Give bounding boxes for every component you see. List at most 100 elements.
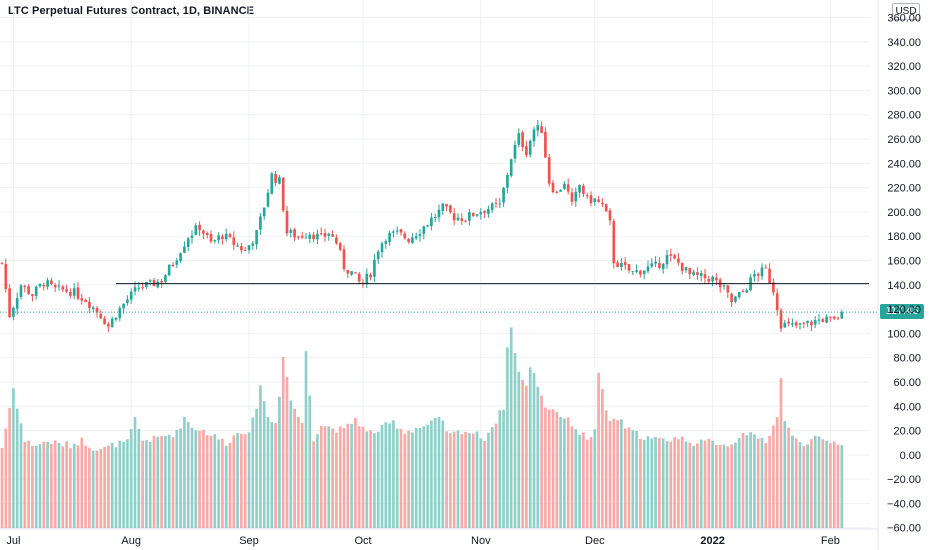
candle-body	[753, 274, 756, 277]
volume-bar	[426, 424, 429, 528]
volume-bar	[509, 327, 513, 528]
volume-bar	[544, 407, 547, 528]
volume-bar	[433, 417, 437, 528]
volume-bar	[696, 443, 699, 528]
candle-body	[221, 236, 224, 240]
volume-bar	[145, 440, 148, 528]
candle-body	[623, 262, 627, 266]
candle-body	[202, 230, 205, 234]
candle-body	[722, 285, 726, 287]
volume-bar	[129, 429, 133, 528]
candle-body	[699, 273, 703, 276]
last-price-badge: 117.46	[880, 304, 924, 319]
volume-bar	[137, 428, 141, 528]
volume-bar	[308, 395, 312, 528]
candle-body	[384, 241, 388, 244]
volume-bar	[407, 430, 410, 528]
y-tick-label: 20.00	[893, 426, 921, 438]
candle-body	[544, 131, 547, 158]
volume-bar	[620, 419, 623, 528]
volume-bar	[110, 442, 114, 528]
candle-body	[502, 187, 505, 203]
candle-body	[300, 235, 304, 238]
candle-body	[137, 287, 141, 289]
volume-bar	[373, 433, 376, 528]
volume-bar	[521, 379, 524, 528]
y-tick-label: 160.00	[887, 256, 921, 268]
x-tick-label: Oct	[354, 535, 371, 547]
volume-bar	[821, 439, 825, 528]
candle-body	[388, 232, 391, 242]
volume-bar	[551, 409, 555, 528]
candle-body	[8, 288, 11, 318]
candle-body	[715, 277, 718, 281]
candle-body	[19, 285, 23, 297]
candle-body	[27, 286, 30, 294]
candle-body	[205, 233, 209, 236]
volume-bar	[422, 426, 426, 528]
volume-bar	[449, 433, 452, 528]
candle-body	[832, 316, 836, 319]
candle-body	[525, 146, 528, 156]
candle-body	[703, 274, 707, 279]
volume-bar	[783, 421, 787, 528]
y-tick-label: 40.00	[893, 401, 921, 413]
volume-bar	[262, 401, 266, 528]
volume-bar	[825, 440, 828, 528]
candle-body	[487, 209, 490, 214]
candle-body	[194, 225, 198, 235]
candle-body	[76, 287, 80, 299]
candle-body	[806, 320, 809, 323]
candle-body	[319, 233, 323, 235]
candle-body	[768, 268, 771, 284]
x-tick-label: Aug	[121, 535, 141, 547]
candle-body	[293, 229, 296, 238]
candle-body	[148, 280, 152, 282]
volume-bar	[95, 450, 99, 528]
candle-body	[513, 144, 517, 159]
volume-bar	[278, 396, 281, 528]
volume-bar	[399, 428, 403, 528]
volume-bar	[335, 432, 338, 528]
volume-bars	[0, 327, 844, 528]
candle-body	[118, 308, 122, 319]
candle-body	[152, 279, 156, 287]
volume-bar	[639, 438, 642, 528]
candle-body	[224, 233, 228, 240]
volume-bar	[251, 417, 255, 528]
volume-bar	[829, 443, 832, 528]
volume-bar	[50, 444, 53, 528]
volume-bar	[787, 427, 790, 528]
candle-body	[430, 217, 433, 227]
y-tick-label: 140.00	[887, 280, 921, 292]
y-tick-label: 220.00	[887, 183, 921, 195]
volume-bar	[236, 433, 239, 528]
candle-body	[278, 177, 281, 184]
candle-body	[787, 321, 790, 324]
candle-body	[126, 299, 129, 303]
volume-bar	[650, 438, 654, 528]
y-tick-label: 320.00	[887, 61, 921, 73]
candle-body	[255, 230, 258, 245]
candle-body	[80, 298, 84, 301]
candle-body	[673, 255, 676, 259]
volume-bar	[38, 444, 42, 528]
volume-bar	[578, 435, 581, 528]
candle-body	[471, 212, 475, 216]
volume-bar	[281, 356, 285, 528]
volume-bar	[202, 429, 205, 528]
volume-bar	[411, 432, 414, 528]
candle-body	[563, 183, 566, 189]
volume-bar	[608, 421, 612, 528]
candle-body	[658, 262, 661, 268]
candle-body	[145, 281, 148, 287]
volume-bar	[749, 432, 752, 528]
currency-button[interactable]: USD	[892, 3, 920, 20]
volume-bar	[711, 440, 714, 528]
candle-body	[133, 287, 137, 292]
volume-bar	[198, 430, 201, 528]
candle-body	[217, 235, 220, 241]
volume-bar	[316, 434, 319, 528]
candle-body	[642, 270, 646, 274]
